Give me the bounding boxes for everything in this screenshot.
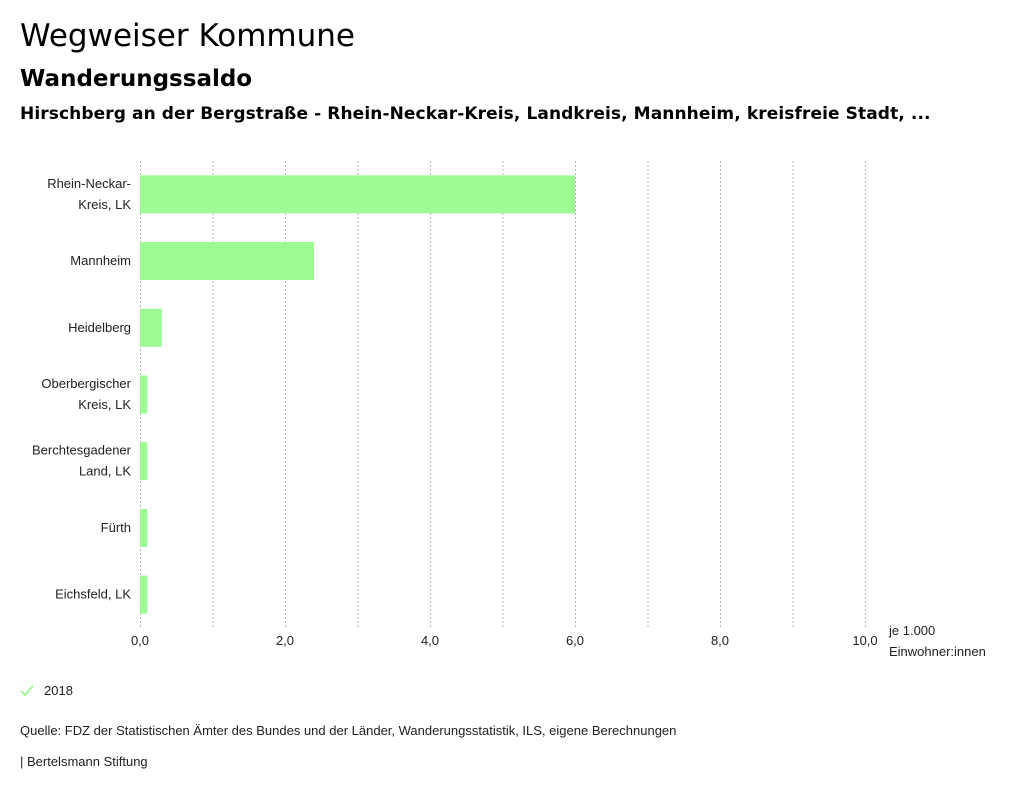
source-note: Quelle: FDZ der Statistischen Ämter des …: [20, 723, 677, 738]
category-label: Rhein-Neckar-Kreis, LK: [47, 176, 131, 212]
bar: [140, 175, 575, 214]
x-tick-label: 6,0: [566, 633, 584, 648]
x-tick-label: 8,0: [711, 633, 729, 648]
category-label: Berchtesgadener Land, LK: [32, 443, 132, 479]
x-tick-label: 0,0: [131, 633, 149, 648]
x-tick-label: 2,0: [276, 633, 294, 648]
category-label: Oberbergischer Kreis, LK: [41, 376, 131, 412]
legend[interactable]: 2018: [20, 683, 73, 698]
x-tick-label: 10,0: [852, 633, 877, 648]
bar-chart: Rhein-Neckar-Kreis, LK Mannheim Heidelberg…: [32, 161, 986, 659]
credit-note: | Bertelsmann Stiftung: [20, 754, 148, 769]
bar: [140, 242, 314, 281]
region-line: Hirschberg an der Bergstraße - Rhein-Nec…: [20, 104, 931, 124]
bar: [140, 442, 148, 481]
bar: [140, 375, 148, 414]
x-tick-label: 4,0: [421, 633, 439, 648]
category-label: Fürth: [101, 520, 131, 535]
check-icon: [20, 684, 34, 696]
category-label: Heidelberg: [68, 320, 131, 335]
category-label: Mannheim: [70, 253, 131, 268]
bar: [140, 308, 162, 347]
category-label: Eichsfeld, LK: [55, 587, 131, 602]
chart-subtitle: Wanderungssaldo: [20, 66, 253, 92]
x-axis-label: je 1.000 Einwohner:innen: [888, 623, 986, 659]
page-title: Wegweiser Kommune: [20, 18, 355, 54]
bar: [140, 508, 148, 547]
legend-label: 2018: [44, 683, 73, 698]
bar: [140, 575, 148, 614]
